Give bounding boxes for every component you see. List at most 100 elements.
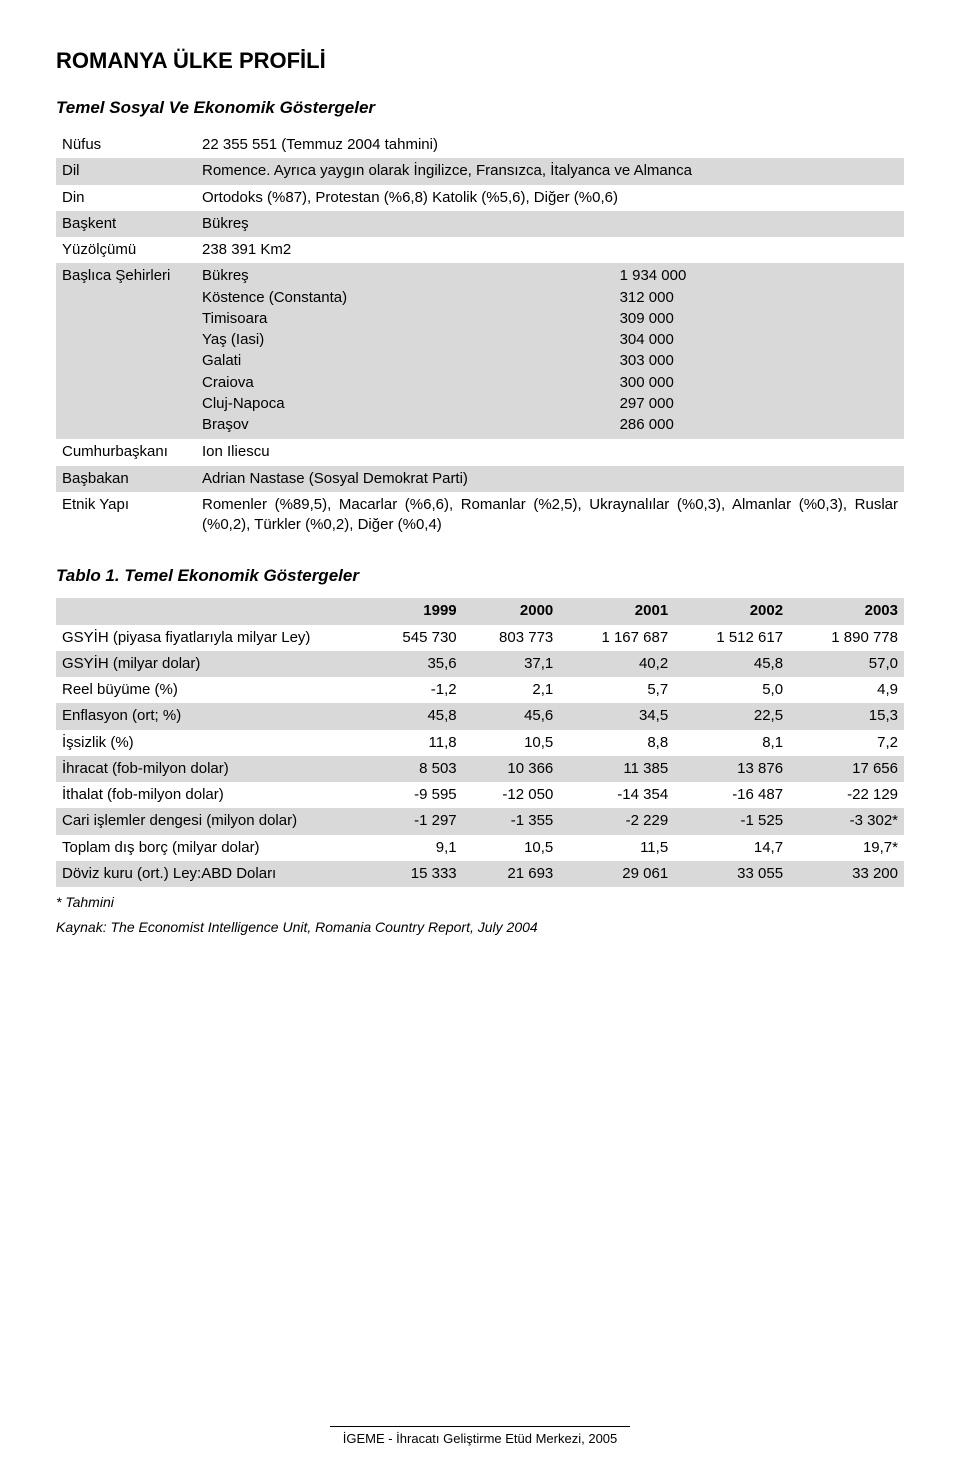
row-label: GSYİH (milyar dolar) [56,651,366,677]
table-row: İthalat (fob-milyon dolar) -9 595 -12 05… [56,782,904,808]
cell: 7,2 [789,730,904,756]
profile-key: Dil [56,158,196,184]
table-row: İhracat (fob-milyon dolar) 8 503 10 366 … [56,756,904,782]
city-name: Cluj-Napoca [202,394,620,415]
year-header: 2002 [674,598,789,624]
cell: 803 773 [463,625,560,651]
row-label: GSYİH (piyasa fiyatlarıyla milyar Ley) [56,625,366,651]
city-pop: 286 000 [620,415,898,436]
city-name: Craiova [202,373,620,394]
cell: -16 487 [674,782,789,808]
city-pop: 309 000 [620,309,898,330]
city-pop: 304 000 [620,330,898,351]
city-row: Timisoara309 000 [202,309,898,330]
cities-table: Bükreş1 934 000 Köstence (Constanta)312 … [202,266,898,436]
city-pop: 312 000 [620,288,898,309]
cell: 545 730 [366,625,463,651]
table-row: GSYİH (milyar dolar) 35,6 37,1 40,2 45,8… [56,651,904,677]
cell: 8,1 [674,730,789,756]
profile-value: Bükreş [196,211,904,237]
cell: 1 167 687 [559,625,674,651]
profile-row: Cumhurbaşkanı Ion Iliescu [56,439,904,465]
cell: 9,1 [366,835,463,861]
profile-value: Romenler (%89,5), Macarlar (%6,6), Roman… [196,492,904,539]
city-pop: 1 934 000 [620,266,898,287]
row-label: İşsizlik (%) [56,730,366,756]
table-row: Enflasyon (ort; %) 45,8 45,6 34,5 22,5 1… [56,703,904,729]
profile-value: 238 391 Km2 [196,237,904,263]
cell: -12 050 [463,782,560,808]
cell: 15 333 [366,861,463,887]
year-header: 2003 [789,598,904,624]
cell: 29 061 [559,861,674,887]
profile-row: Nüfus 22 355 551 (Temmuz 2004 tahmini) [56,132,904,158]
cell: 40,2 [559,651,674,677]
table-row: GSYİH (piyasa fiyatlarıyla milyar Ley) 5… [56,625,904,651]
city-name: Yaş (Iasi) [202,330,620,351]
cell: 15,3 [789,703,904,729]
cell: -2 229 [559,808,674,834]
cell: 45,8 [366,703,463,729]
cell: 21 693 [463,861,560,887]
profile-key: Nüfus [56,132,196,158]
profile-value: Ortodoks (%87), Protestan (%6,8) Katolik… [196,185,904,211]
cell: 45,8 [674,651,789,677]
year-header: 2000 [463,598,560,624]
profile-key: Cumhurbaşkanı [56,439,196,465]
profile-value: Adrian Nastase (Sosyal Demokrat Parti) [196,466,904,492]
row-label: Döviz kuru (ort.) Ley:ABD Doları [56,861,366,887]
cell: 1 890 778 [789,625,904,651]
cell: -1,2 [366,677,463,703]
city-pop: 300 000 [620,373,898,394]
cell: 35,6 [366,651,463,677]
table-row: Döviz kuru (ort.) Ley:ABD Doları 15 333 … [56,861,904,887]
profile-key: Başbakan [56,466,196,492]
cell: -22 129 [789,782,904,808]
city-row: Cluj-Napoca297 000 [202,394,898,415]
profile-value: 22 355 551 (Temmuz 2004 tahmini) [196,132,904,158]
row-label: Cari işlemler dengesi (milyon dolar) [56,808,366,834]
cell: -14 354 [559,782,674,808]
cell: 10,5 [463,730,560,756]
cell: 4,9 [789,677,904,703]
table-caption: Tablo 1. Temel Ekonomik Göstergeler [56,566,904,586]
economic-table: 1999 2000 2001 2002 2003 GSYİH (piyasa f… [56,598,904,887]
row-label: İthalat (fob-milyon dolar) [56,782,366,808]
footer-divider [330,1426,630,1427]
row-label: Toplam dış borç (milyar dolar) [56,835,366,861]
page-footer: İGEME - İhracatı Geliştirme Etüd Merkezi… [0,1426,960,1446]
table-row: İşsizlik (%) 11,8 10,5 8,8 8,1 7,2 [56,730,904,756]
city-row: Galati303 000 [202,351,898,372]
cell: 10,5 [463,835,560,861]
section-heading: Temel Sosyal Ve Ekonomik Göstergeler [56,98,904,118]
table-header-row: 1999 2000 2001 2002 2003 [56,598,904,624]
cell: 8,8 [559,730,674,756]
profile-row: Etnik Yapı Romenler (%89,5), Macarlar (%… [56,492,904,539]
profile-key: Başlıca Şehirleri [56,263,196,439]
cell: 5,0 [674,677,789,703]
year-header: 2001 [559,598,674,624]
profile-table: Nüfus 22 355 551 (Temmuz 2004 tahmini) D… [56,132,904,538]
city-name: Bükreş [202,266,620,287]
footnote-estimate: * Tahmini [56,893,904,912]
cell: 37,1 [463,651,560,677]
city-name: Galati [202,351,620,372]
cell: 45,6 [463,703,560,729]
header-blank [56,598,366,624]
page-title: ROMANYA ÜLKE PROFİLİ [56,48,904,74]
cell: 17 656 [789,756,904,782]
city-name: Köstence (Constanta) [202,288,620,309]
footer-text: İGEME - İhracatı Geliştirme Etüd Merkezi… [343,1431,618,1446]
profile-key: Din [56,185,196,211]
city-name: Braşov [202,415,620,436]
cell: 13 876 [674,756,789,782]
cell: 22,5 [674,703,789,729]
cell: 11,5 [559,835,674,861]
cell: -9 595 [366,782,463,808]
city-name: Timisoara [202,309,620,330]
profile-key: Başkent [56,211,196,237]
profile-row: Yüzölçümü 238 391 Km2 [56,237,904,263]
table-row: Toplam dış borç (milyar dolar) 9,1 10,5 … [56,835,904,861]
profile-row: Başbakan Adrian Nastase (Sosyal Demokrat… [56,466,904,492]
cell: -1 297 [366,808,463,834]
